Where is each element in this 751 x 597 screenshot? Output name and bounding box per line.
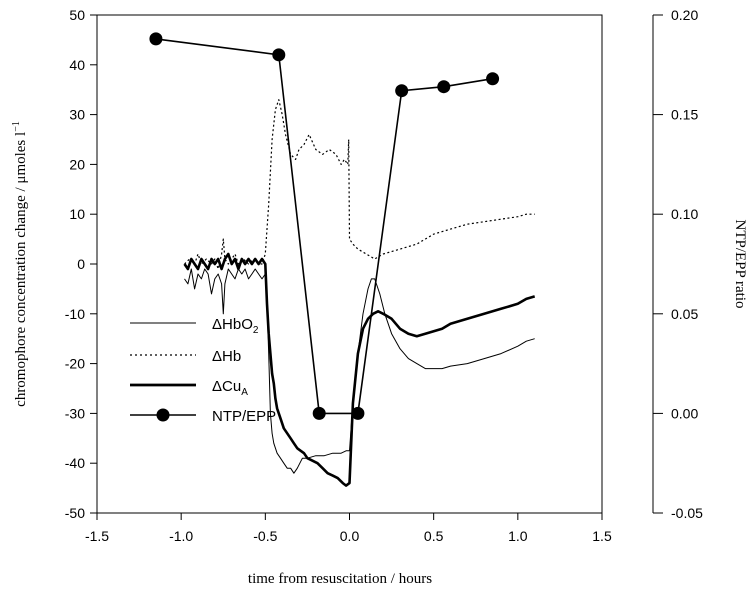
x-tick-label: 0.5 <box>424 528 444 544</box>
ntp-epp-point <box>149 32 163 46</box>
y-axis-title-main: chromophore concentration change / μmole… <box>13 132 29 407</box>
legend-label-hb: ΔHb <box>212 348 241 365</box>
legend-swatch-ntp-epp-marker <box>156 408 170 422</box>
y-axis-title-sup: −1 <box>11 121 22 132</box>
y2-tick-label: 0.20 <box>671 7 698 23</box>
y2-tick-label: 0.00 <box>671 405 698 421</box>
y-tick-label: -30 <box>65 405 85 421</box>
y-tick-label: 20 <box>69 156 85 172</box>
y2-tick-label: 0.05 <box>671 306 698 322</box>
ntp-epp-point <box>486 72 500 86</box>
x-tick-label: -1.5 <box>85 528 109 544</box>
y-tick-label: -20 <box>65 356 85 372</box>
x-tick-label: 0.0 <box>340 528 360 544</box>
ntp-epp-point <box>437 80 451 94</box>
y-tick-label: 0 <box>77 256 85 272</box>
plot-frame <box>96 14 603 514</box>
ntp-epp-point <box>312 406 326 420</box>
x-tick-label: 1.0 <box>508 528 528 544</box>
series-hb-line <box>184 99 535 270</box>
right-axis-ticks: -0.05 0.00 0.05 0.10 0.15 0.20 <box>653 7 703 521</box>
ntp-epp-point <box>351 406 365 420</box>
y2-axis-title: NTP/EPP ratio <box>732 219 748 308</box>
y2-tick-label: 0.15 <box>671 107 698 123</box>
y-axis-title: chromophore concentration change / μmole… <box>11 121 29 407</box>
legend-label-hbo2: ΔHbO2 <box>212 316 259 336</box>
ntp-epp-point <box>395 84 409 98</box>
y-tick-label: 50 <box>69 7 85 23</box>
legend: ΔHbO2 ΔHb ΔCuA NTP/EPP <box>130 316 276 425</box>
y-tick-label: -10 <box>65 306 85 322</box>
ntp-epp-points <box>149 32 500 420</box>
y-tick-label: 40 <box>69 57 85 73</box>
ntp-epp-line <box>155 38 493 415</box>
ntp-epp-point <box>272 48 286 62</box>
y-tick-label: 30 <box>69 107 85 123</box>
left-axis-ticks: -50 -40 -30 -20 -10 0 10 20 30 40 50 <box>65 7 97 521</box>
x-axis-title: time from resuscitation / hours <box>248 571 432 587</box>
x-tick-label: 1.5 <box>592 528 612 544</box>
series-cua-line <box>183 252 536 487</box>
y-tick-label: -40 <box>65 455 85 471</box>
y-tick-label: -50 <box>65 505 85 521</box>
series-hbo2-line <box>184 268 535 474</box>
legend-label-ntp-epp: NTP/EPP <box>212 408 276 425</box>
x-tick-label: -1.0 <box>169 528 193 544</box>
x-tick-label: -0.5 <box>253 528 277 544</box>
y2-tick-label: 0.10 <box>671 206 698 222</box>
y-tick-label: 10 <box>69 206 85 222</box>
y2-tick-label: -0.05 <box>671 505 703 521</box>
legend-label-cua: ΔCuA <box>212 378 248 398</box>
series-lines <box>183 99 536 487</box>
bottom-axis-ticks: -1.5 -1.0 -0.5 0.0 0.5 1.0 1.5 <box>85 513 612 544</box>
